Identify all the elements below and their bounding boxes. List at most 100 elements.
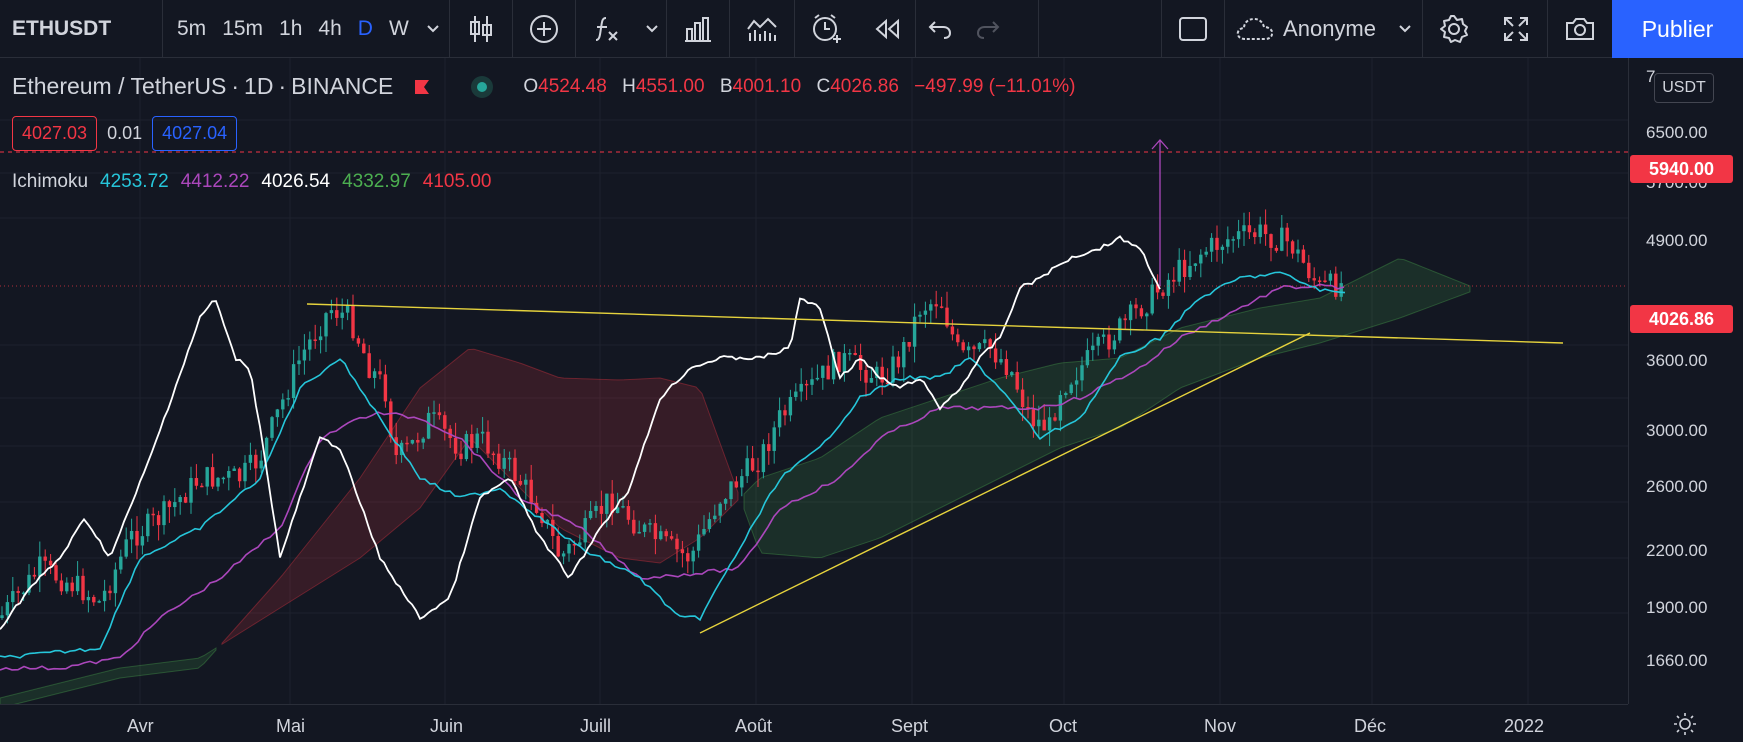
candle-body bbox=[1080, 365, 1084, 381]
ichimoku-tenkan-value: 4253.72 bbox=[100, 171, 169, 192]
candle-body bbox=[1074, 380, 1079, 385]
timeframe-w-button[interactable]: W bbox=[388, 16, 409, 40]
candle-body bbox=[281, 399, 285, 410]
chart-pane[interactable] bbox=[0, 58, 1628, 704]
toolbar-divider bbox=[1161, 0, 1163, 58]
candle-body bbox=[918, 314, 922, 317]
candle-body bbox=[183, 496, 188, 503]
alert-price-tag[interactable]: 5940.00 bbox=[1630, 155, 1733, 183]
timeframe-menu-chevron-icon[interactable] bbox=[417, 0, 449, 58]
candle-body bbox=[426, 412, 431, 439]
ichimoku-kijun-value: 4412.22 bbox=[180, 171, 250, 192]
candle-body bbox=[1037, 419, 1041, 427]
candle-body bbox=[1317, 280, 1322, 282]
candle-body bbox=[324, 313, 328, 337]
sell-price-button[interactable]: 4027.03 bbox=[12, 116, 98, 151]
candle-body bbox=[572, 544, 577, 546]
candle-body bbox=[723, 499, 728, 504]
indicators-fx-icon[interactable] bbox=[576, 0, 638, 58]
candle-body bbox=[437, 412, 442, 416]
candles-chart-type-icon[interactable] bbox=[450, 0, 512, 58]
separator-dot: · bbox=[231, 73, 240, 99]
candle-body bbox=[340, 312, 344, 318]
replay-rewind-icon[interactable] bbox=[859, 0, 915, 58]
candle-body bbox=[1139, 308, 1144, 317]
timeframe-4h-button[interactable]: 4h bbox=[318, 16, 342, 40]
flag-icon[interactable] bbox=[413, 78, 431, 96]
candle-body bbox=[966, 346, 971, 351]
layout-name-button[interactable]: Anonyme bbox=[1225, 0, 1422, 58]
candle-body bbox=[1188, 265, 1192, 278]
currency-button[interactable]: USDT bbox=[1654, 73, 1714, 103]
axis-settings-sun-icon[interactable] bbox=[1673, 712, 1697, 736]
candle-body bbox=[993, 348, 998, 363]
ascending-trendline[interactable] bbox=[699, 332, 1311, 634]
timeframe-5m-button[interactable]: 5m bbox=[177, 16, 207, 40]
candle-body bbox=[853, 352, 857, 356]
descending-trendline[interactable] bbox=[306, 303, 1564, 344]
undo-icon[interactable] bbox=[916, 0, 964, 58]
ichimoku-legend[interactable]: Ichimoku 4253.72 4412.22 4026.54 4332.97… bbox=[12, 171, 491, 193]
candle-body bbox=[205, 467, 209, 487]
candle-body bbox=[815, 377, 820, 380]
candle-body bbox=[378, 371, 382, 375]
candle-body bbox=[783, 410, 787, 416]
candle-body bbox=[902, 341, 906, 368]
timeframe-15m-button[interactable]: 15m bbox=[222, 16, 264, 40]
symbol-search-button[interactable]: ETHUSDT bbox=[12, 16, 112, 40]
low-value: 4001.10 bbox=[732, 75, 802, 97]
candle-body bbox=[972, 346, 976, 350]
candle-body bbox=[1015, 372, 1019, 390]
candle-body bbox=[5, 602, 10, 616]
toolbar-divider bbox=[1037, 0, 1039, 58]
layout-select-icon[interactable] bbox=[1162, 0, 1224, 58]
chevron-down-icon bbox=[1399, 24, 1411, 32]
target-arrow[interactable] bbox=[1151, 139, 1169, 286]
candle-body bbox=[788, 396, 793, 416]
last-price-tag: 4026.86 bbox=[1630, 305, 1733, 333]
buy-price-button[interactable]: 4027.04 bbox=[152, 116, 238, 151]
cloud-segment bbox=[0, 647, 217, 704]
price-axis[interactable] bbox=[1628, 58, 1743, 704]
symbol-legend[interactable]: Ethereum / TetherUS · 1D · BINANCE O4524… bbox=[12, 73, 1085, 100]
candle-body bbox=[11, 591, 15, 603]
candle-body bbox=[81, 575, 85, 601]
toolbar-divider bbox=[728, 0, 730, 58]
candle-body bbox=[929, 304, 933, 311]
candle-body bbox=[1107, 334, 1111, 350]
candle-body bbox=[1247, 225, 1252, 233]
indicators-menu-chevron-icon[interactable] bbox=[638, 0, 666, 58]
candle-body bbox=[950, 326, 955, 335]
candle-body bbox=[605, 493, 609, 514]
toolbar-divider bbox=[511, 0, 513, 58]
candle-body bbox=[124, 539, 128, 557]
candle-body bbox=[97, 601, 101, 603]
candle-body bbox=[38, 556, 42, 577]
interval-label: 1D bbox=[244, 73, 274, 99]
candle-body bbox=[335, 310, 339, 318]
market-status-icon[interactable] bbox=[471, 75, 494, 98]
ichimoku-span-a-value: 4332.97 bbox=[342, 171, 411, 192]
redo-icon[interactable] bbox=[964, 0, 1012, 58]
fullscreen-icon[interactable] bbox=[1485, 0, 1547, 58]
timeframe-d-button[interactable]: D bbox=[357, 16, 373, 40]
alert-clock-icon[interactable] bbox=[795, 0, 859, 58]
compare-add-icon[interactable] bbox=[513, 0, 575, 58]
candle-body bbox=[59, 580, 64, 592]
close-value: 4026.86 bbox=[830, 75, 899, 97]
templates-icon[interactable] bbox=[730, 0, 794, 58]
candle-body bbox=[1004, 359, 1009, 376]
snapshot-camera-icon[interactable] bbox=[1548, 0, 1612, 58]
candle-body bbox=[75, 575, 80, 592]
candle-body bbox=[556, 536, 560, 557]
time-axis[interactable] bbox=[0, 704, 1628, 742]
candle-body bbox=[178, 496, 182, 503]
candle-body bbox=[65, 582, 69, 592]
price-chart[interactable] bbox=[0, 58, 1628, 704]
settings-gear-icon[interactable] bbox=[1423, 0, 1485, 58]
financials-icon[interactable] bbox=[667, 0, 729, 58]
candle-body bbox=[1328, 273, 1333, 281]
publish-button[interactable]: Publier bbox=[1612, 0, 1743, 58]
candle-body bbox=[1020, 389, 1025, 408]
timeframe-1h-button[interactable]: 1h bbox=[279, 16, 303, 40]
